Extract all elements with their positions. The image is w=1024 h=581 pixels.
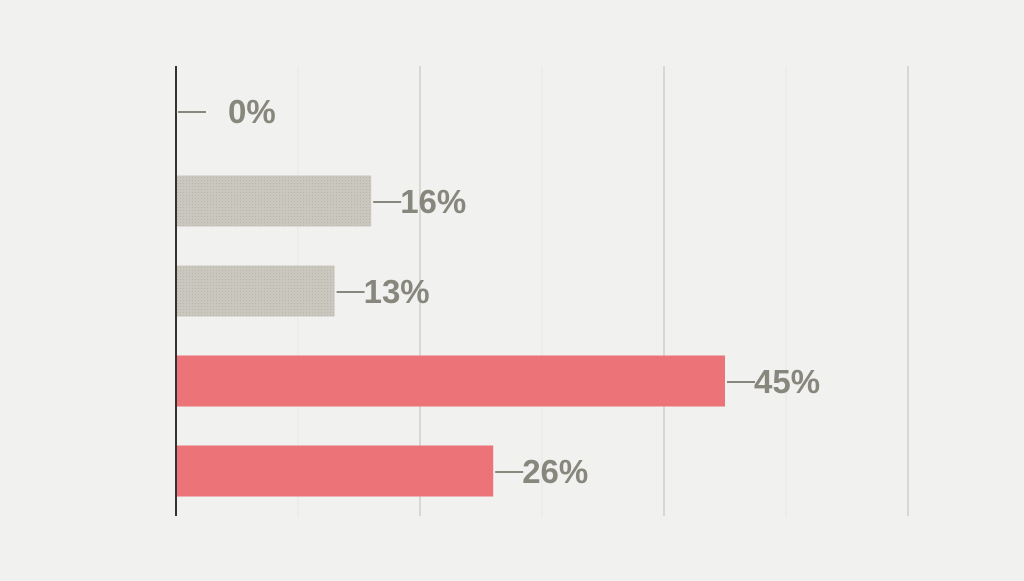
value-label: 26%: [522, 453, 588, 490]
grid-lines: [297, 66, 909, 516]
value-labels: 0% 16% 13% 45% 26%: [178, 93, 820, 490]
bar: [176, 175, 372, 227]
value-label: 13%: [364, 273, 430, 310]
bar: [176, 355, 725, 407]
value-label: 45%: [754, 363, 820, 400]
bar: [176, 265, 335, 317]
bars: [176, 175, 725, 497]
value-label: 16%: [400, 183, 466, 220]
value-label: 0%: [228, 93, 276, 130]
bar: [176, 445, 494, 497]
